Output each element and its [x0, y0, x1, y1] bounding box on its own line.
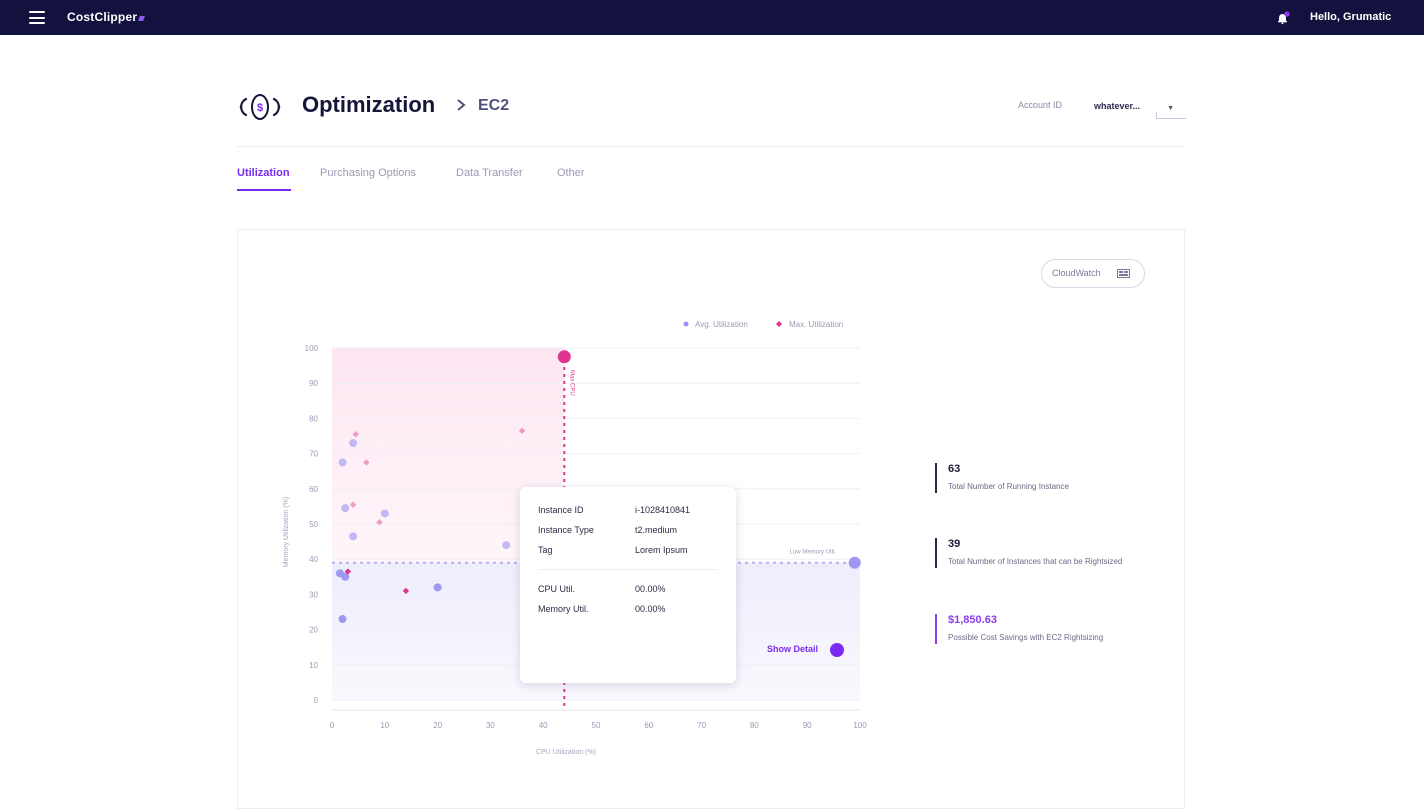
- brand-mark-icon: [138, 16, 146, 21]
- x-tick-label: 0: [330, 721, 335, 730]
- avg-utilization-point: [341, 572, 350, 581]
- stat-rightsizable-instances-value: 39: [948, 538, 961, 550]
- x-axis-label: CPU Utilization (%): [536, 749, 596, 756]
- tooltip-cpu-label: CPU Util.: [538, 584, 576, 594]
- x-tick-label: 70: [697, 721, 706, 730]
- tooltip-instance-id: i-1028410841: [635, 505, 691, 515]
- tooltip-instance-id-label: Instance ID: [538, 505, 584, 515]
- brand-name: CostClipper: [67, 10, 138, 24]
- max-utilization-point: [557, 350, 571, 364]
- y-tick-label: 0: [314, 696, 319, 705]
- brand-logo[interactable]: CostClipper: [67, 10, 146, 24]
- x-tick-label: 90: [803, 721, 812, 730]
- show-detail-link[interactable]: Show Detail: [767, 644, 819, 654]
- max-utilization-point: [376, 519, 383, 526]
- select-underline: [1156, 118, 1186, 119]
- cloudwatch-label: CloudWatch: [1052, 268, 1101, 278]
- max-utilization-point: [402, 587, 410, 595]
- avg-utilization-point: [341, 504, 350, 513]
- account-id-label: Account ID: [1018, 100, 1063, 110]
- y-axis-label: Memory Utilization (%): [283, 497, 290, 567]
- avg-utilization-point: [848, 556, 861, 569]
- x-tick-label: 100: [853, 721, 867, 730]
- max-utilization-point: [518, 427, 526, 434]
- header-divider: [237, 146, 1185, 147]
- stat-rightsizable-instances-label: Total Number of Instances that can be Ri…: [948, 557, 1123, 566]
- avg-utilization-point: [338, 458, 347, 467]
- stat-running-instances-label: Total Number of Running Instance: [948, 482, 1069, 491]
- max-utilization-point: [344, 568, 352, 575]
- select-underline-edge: [1156, 112, 1157, 119]
- y-tick-label: 30: [309, 590, 318, 599]
- stat-running-instances: 63 Total Number of Running Instance: [935, 463, 1165, 493]
- cloudwatch-button[interactable]: CloudWatch: [1041, 259, 1145, 288]
- y-tick-label: 60: [309, 485, 318, 494]
- y-tick-label: 40: [309, 555, 318, 564]
- tab-utilization[interactable]: Utilization: [237, 167, 290, 179]
- x-tick-label: 10: [380, 721, 389, 730]
- stat-rightsizable-instances: 39 Total Number of Instances that can be…: [935, 538, 1165, 568]
- stat-cost-savings: $1,850.63 Possible Cost Savings with EC2…: [935, 614, 1165, 644]
- avg-utilization-point: [380, 509, 389, 518]
- legend-avg-label: Avg. Utilization: [695, 320, 748, 329]
- x-tick-label: 50: [592, 721, 601, 730]
- chevron-down-icon: ▼: [1167, 105, 1174, 112]
- active-tab-indicator: [237, 189, 291, 191]
- max-utilization-point: [352, 431, 359, 438]
- x-tick-label: 20: [433, 721, 442, 730]
- y-tick-label: 80: [309, 414, 318, 423]
- instance-tooltip: Instance ID i-1028410841 Instance Type t…: [520, 487, 736, 683]
- avg-utilization-point: [349, 439, 358, 448]
- show-detail-dot-icon[interactable]: [830, 643, 844, 657]
- svg-text:$: $: [257, 102, 263, 114]
- x-tick-label: 60: [644, 721, 653, 730]
- avg-utilization-point: [338, 615, 347, 624]
- user-greeting[interactable]: Hello, Grumatic: [1310, 11, 1392, 23]
- y-tick-label: 100: [305, 344, 319, 353]
- chevron-right-icon: [457, 99, 466, 111]
- avg-utilization-point: [433, 583, 442, 592]
- x-tick-label: 30: [486, 721, 495, 730]
- y-tick-label: 50: [309, 520, 318, 529]
- menu-icon[interactable]: [29, 11, 45, 24]
- max-utilization-point: [363, 459, 370, 466]
- y-tick-label: 10: [309, 661, 318, 670]
- monitor-icon: [1117, 269, 1130, 278]
- top-bar: CostClipper Hello, Grumatic: [0, 0, 1424, 35]
- stat-running-instances-value: 63: [948, 463, 961, 475]
- max-utilization-point: [349, 501, 357, 508]
- legend-max-marker: [776, 321, 782, 327]
- avg-utilization-point: [349, 532, 358, 541]
- y-tick-label: 70: [309, 450, 318, 459]
- account-id-select[interactable]: whatever... ▼: [1094, 98, 1186, 120]
- y-tick-label: 90: [309, 379, 318, 388]
- tooltip-instance-type: t2.medium: [635, 525, 678, 535]
- legend-avg-marker: [683, 321, 689, 327]
- page-title: Optimization: [302, 92, 436, 117]
- x-tick-label: 40: [539, 721, 548, 730]
- legend-max-label: Max. Utilization: [789, 320, 843, 329]
- stat-cost-savings-value: $1,850.63: [948, 614, 997, 626]
- low-memory-reference-label: Low Memory Util.: [790, 550, 837, 556]
- tab-data-transfer[interactable]: Data Transfer: [456, 167, 523, 179]
- tooltip-cpu-value: 00.00%: [635, 584, 666, 594]
- tab-other[interactable]: Other: [557, 167, 585, 179]
- stat-cost-savings-label: Possible Cost Savings with EC2 Rightsizi…: [948, 633, 1104, 642]
- max-cpu-reference-label: Max CPU: [568, 370, 574, 396]
- tooltip-divider: [538, 569, 718, 570]
- tooltip-instance-type-label: Instance Type: [538, 525, 594, 535]
- account-id-value: whatever...: [1094, 101, 1141, 111]
- avg-utilization-point: [502, 541, 511, 550]
- x-tick-label: 80: [750, 721, 759, 730]
- tab-purchasing-options[interactable]: Purchasing Options: [320, 167, 416, 179]
- tooltip-tag-label: Tag: [538, 545, 553, 555]
- tooltip-tag: Lorem Ipsum: [635, 545, 688, 555]
- y-tick-label: 20: [309, 626, 318, 635]
- breadcrumb-ec2[interactable]: EC2: [478, 97, 510, 114]
- tooltip-memory-label: Memory Util.: [538, 604, 589, 614]
- optimization-dollar-icon: $: [239, 94, 281, 120]
- notification-bell-icon[interactable]: [1276, 11, 1290, 25]
- tooltip-memory-value: 00.00%: [635, 604, 666, 614]
